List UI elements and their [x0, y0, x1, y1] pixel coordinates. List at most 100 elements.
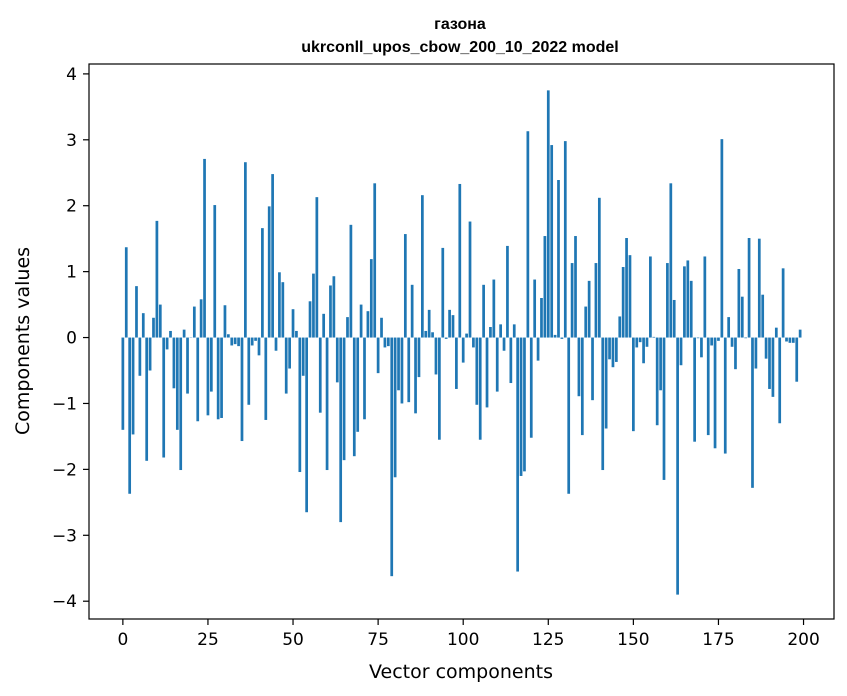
- bar-148: [625, 238, 628, 338]
- bar-132: [570, 263, 574, 338]
- bar-85: [410, 284, 414, 338]
- bar-142: [604, 337, 608, 429]
- bar-195: [785, 337, 788, 342]
- bar-18: [182, 329, 186, 338]
- bar-105: [478, 337, 482, 440]
- bar-59: [322, 313, 326, 338]
- bar-10: [155, 220, 159, 338]
- bar-27: [213, 205, 217, 338]
- bar-88: [421, 195, 424, 338]
- bar-73: [369, 259, 373, 338]
- bar-94: [441, 247, 445, 338]
- bar-12: [162, 337, 166, 458]
- plot-frame: [88, 63, 835, 620]
- bar-185: [751, 337, 754, 488]
- bar-129: [560, 337, 564, 339]
- bar-126: [550, 145, 554, 338]
- bar-24: [203, 158, 206, 338]
- bar-23: [199, 299, 203, 338]
- bar-62: [332, 276, 336, 338]
- bar-82: [400, 337, 404, 404]
- bar-107: [485, 337, 489, 408]
- bar-60: [325, 337, 329, 471]
- bar-100: [461, 337, 465, 363]
- bar-155: [649, 256, 652, 338]
- bar-189: [764, 337, 768, 359]
- y-tick-label: 1: [66, 263, 77, 283]
- bar-169: [696, 337, 700, 339]
- bar-37: [247, 337, 251, 405]
- bar-162: [672, 299, 676, 338]
- bar-48: [284, 337, 288, 394]
- bar-79: [390, 337, 394, 577]
- bar-52: [298, 337, 302, 473]
- bar-128: [557, 180, 560, 338]
- bar-138: [591, 337, 594, 401]
- bar-113: [506, 245, 509, 338]
- bar-71: [363, 337, 366, 420]
- bar-118: [523, 337, 526, 472]
- bar-91: [431, 332, 434, 338]
- bar-21: [192, 306, 196, 338]
- bar-147: [621, 267, 625, 338]
- bar-168: [693, 337, 696, 442]
- bar-133: [574, 236, 577, 338]
- bar-0: [121, 337, 125, 430]
- bar-165: [683, 266, 686, 338]
- bar-152: [638, 337, 642, 343]
- bar-198: [795, 337, 799, 382]
- bar-124: [543, 236, 547, 338]
- bar-110: [495, 337, 499, 392]
- bar-121: [533, 279, 537, 338]
- bar-84: [407, 337, 411, 403]
- bar-108: [489, 327, 492, 338]
- bar-55: [308, 301, 312, 338]
- bar-173: [710, 337, 714, 346]
- bar-146: [618, 316, 622, 338]
- bar-4: [135, 286, 138, 338]
- y-tick-label: −3: [52, 526, 77, 546]
- bar-46: [278, 272, 281, 338]
- bar-143: [608, 337, 611, 360]
- bar-70: [359, 304, 363, 338]
- bar-1: [124, 247, 128, 338]
- bar-9: [152, 317, 155, 338]
- bar-166: [686, 260, 690, 338]
- x-axis-ticks: 0 25 50 75 100 125 150 175 200: [117, 619, 820, 650]
- bar-13: [165, 337, 169, 350]
- bar-144: [611, 337, 615, 368]
- bar-177: [723, 337, 727, 454]
- bar-67: [349, 224, 353, 338]
- bar-158: [659, 337, 662, 391]
- bar-56: [312, 273, 315, 338]
- bar-150: [632, 337, 635, 432]
- bar-170: [700, 337, 703, 358]
- bar-111: [499, 324, 502, 338]
- bar-25: [206, 337, 210, 416]
- bar-159: [662, 337, 666, 480]
- bar-61: [329, 285, 332, 338]
- x-tick-label: 175: [702, 630, 734, 650]
- bar-137: [587, 280, 591, 338]
- bar-181: [737, 268, 741, 338]
- bar-81: [397, 337, 400, 391]
- bar-127: [553, 334, 557, 338]
- bar-186: [754, 337, 758, 369]
- x-tick-label: 50: [282, 630, 304, 650]
- bar-125: [546, 90, 550, 338]
- bar-115: [512, 324, 516, 338]
- bar-190: [768, 337, 771, 389]
- y-tick-label: 2: [66, 197, 77, 217]
- y-axis-label: Components values: [12, 247, 34, 435]
- bar-123: [540, 298, 543, 338]
- bar-172: [706, 337, 710, 436]
- bar-154: [645, 337, 649, 347]
- bar-136: [584, 306, 588, 338]
- bar-76: [380, 317, 383, 338]
- bar-135: [580, 337, 584, 436]
- bar-77: [383, 337, 387, 348]
- bar-199: [798, 329, 802, 338]
- bar-99: [458, 183, 462, 338]
